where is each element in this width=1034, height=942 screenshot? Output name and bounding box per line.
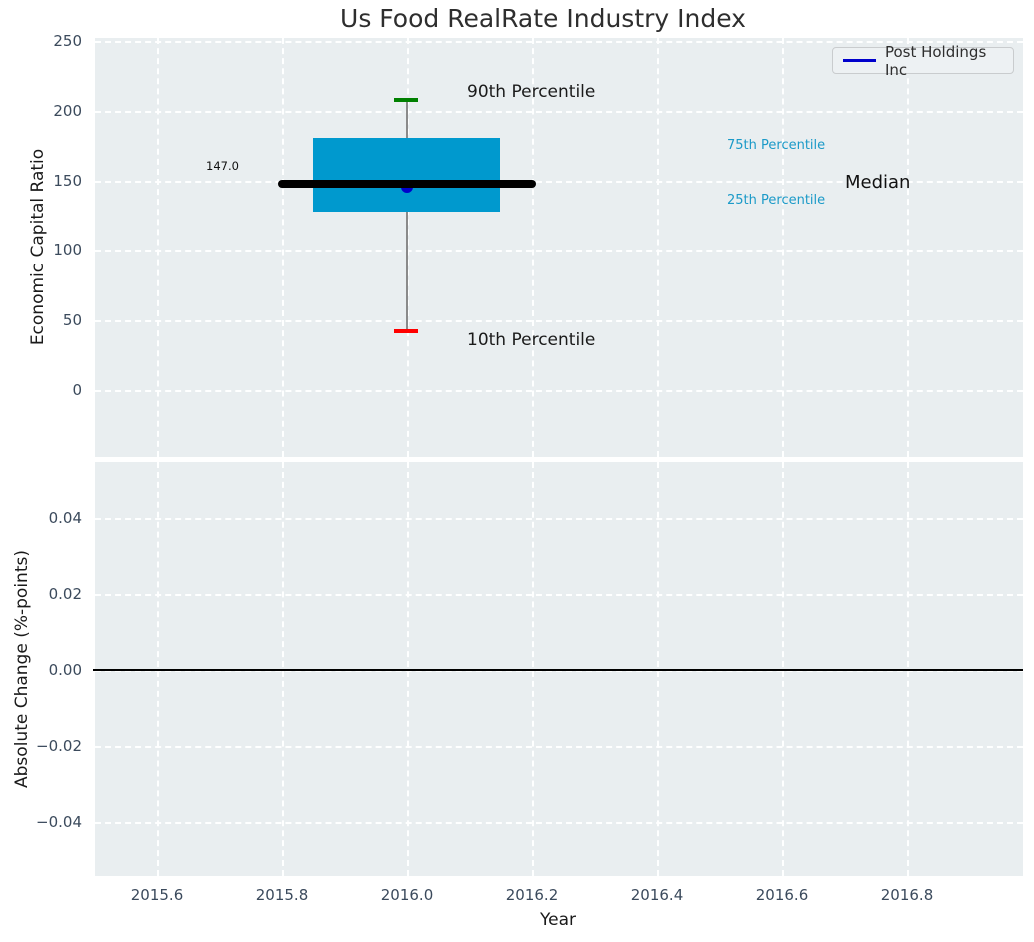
bottom-plot-area (93, 462, 1023, 876)
y-tick-label: 50 (62, 311, 82, 329)
gridline-vertical (532, 38, 534, 457)
y-tick-label: 0 (72, 381, 82, 399)
x-tick-label: 2016.6 (755, 886, 809, 904)
gridline-horizontal (95, 822, 1023, 824)
chart-title: Us Food RealRate Industry Index (340, 4, 746, 33)
x-tick-label: 2015.8 (255, 886, 309, 904)
top-plot-area: 147.0 90th Percentile 10th Percentile 75… (95, 38, 1023, 457)
y-tick-label: 250 (53, 32, 82, 50)
annotation-median: Median (845, 172, 911, 193)
y-tick-label: 200 (53, 102, 82, 120)
gridline-horizontal (95, 518, 1023, 520)
y-tick-label: 0.04 (48, 509, 82, 527)
annotation-25th-percentile: 25th Percentile (727, 193, 826, 208)
x-tick-label: 2016.2 (505, 886, 559, 904)
x-tick-label: 2016.8 (880, 886, 934, 904)
gridline-horizontal (95, 320, 1023, 322)
y-tick-label: 0.02 (48, 585, 82, 603)
p90-cap (394, 98, 418, 102)
zero-line (93, 669, 1023, 671)
median-line (278, 180, 536, 188)
iqr-box (313, 138, 500, 212)
y-tick-label: 150 (53, 172, 82, 190)
x-tick-label: 2016.4 (630, 886, 684, 904)
legend-line-swatch (843, 59, 876, 62)
gridline-horizontal (95, 670, 1023, 672)
y-tick-label: −0.02 (36, 737, 82, 755)
gridline-horizontal (95, 390, 1023, 392)
x-tick-label: 2015.6 (130, 886, 184, 904)
gridline-horizontal (95, 41, 1023, 43)
gridline-vertical (657, 38, 659, 457)
y-tick-label: 100 (53, 241, 82, 259)
gridline-horizontal (95, 111, 1023, 113)
legend: Post Holdings Inc (832, 43, 1014, 79)
annotation-10th-percentile: 10th Percentile (467, 330, 596, 350)
gridline-vertical (407, 38, 409, 457)
annotation-90th-percentile: 90th Percentile (467, 82, 596, 102)
gridline-vertical (282, 38, 284, 457)
whisker-line (406, 99, 408, 331)
top-y-axis-label: Economic Capital Ratio (28, 148, 48, 346)
bottom-y-axis-label: Absolute Change (%-points) (12, 550, 32, 788)
annotation-75th-percentile: 75th Percentile (727, 138, 826, 153)
legend-label: Post Holdings Inc (884, 42, 987, 79)
gridline-horizontal (95, 746, 1023, 748)
y-tick-label: −0.04 (36, 813, 82, 831)
gridline-horizontal (95, 181, 1023, 183)
gridline-horizontal (95, 250, 1023, 252)
p10-cap (394, 329, 418, 333)
gridline-horizontal (95, 594, 1023, 596)
gridline-vertical (907, 38, 909, 457)
annotation-median-value: 147.0 (206, 159, 239, 173)
gridline-vertical (782, 38, 784, 457)
x-tick-label: 2016.0 (380, 886, 434, 904)
gridline-vertical (157, 38, 159, 457)
x-axis-label: Year (540, 910, 576, 930)
y-tick-label: 0.00 (48, 661, 82, 679)
